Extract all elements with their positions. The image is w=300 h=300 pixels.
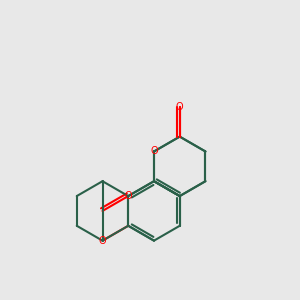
Text: O: O bbox=[150, 146, 158, 157]
Text: O: O bbox=[99, 236, 106, 246]
Text: O: O bbox=[124, 191, 132, 201]
Text: O: O bbox=[176, 102, 184, 112]
